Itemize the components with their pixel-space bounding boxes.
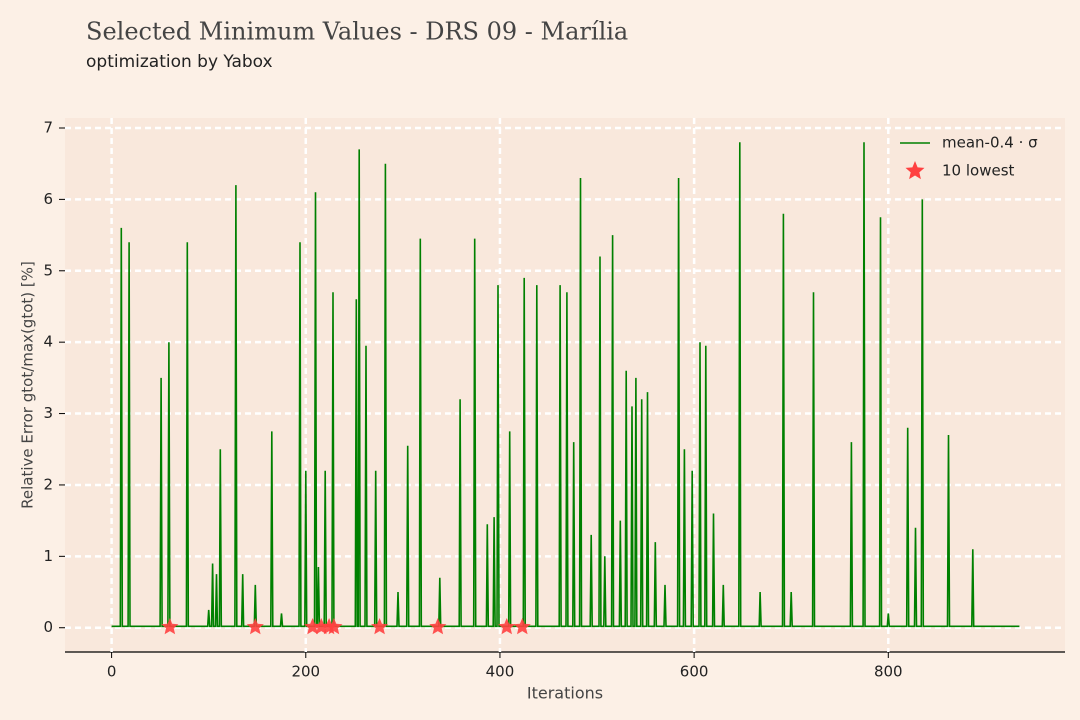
star-marker <box>161 618 179 635</box>
x-tick-label: 0 <box>107 663 117 681</box>
y-tick-label: 6 <box>43 190 53 208</box>
x-axis-label: Iterations <box>527 684 603 703</box>
star-marker <box>246 618 264 635</box>
star-marker <box>371 618 389 635</box>
star-marker <box>325 618 343 635</box>
y-tick-label: 1 <box>43 547 53 565</box>
legend-label: mean-0.4 · σ <box>942 134 1038 152</box>
star-marker <box>304 618 322 635</box>
x-tick-label: 800 <box>874 663 903 681</box>
y-tick-label: 7 <box>43 118 53 136</box>
y-tick-label: 4 <box>43 333 53 351</box>
y-tick-label: 0 <box>43 618 53 636</box>
y-axis-label: Relative Error gtot/max(gtot) [%] <box>19 261 37 509</box>
legend-label: 10 lowest <box>942 162 1015 180</box>
x-tick-label: 600 <box>680 663 709 681</box>
data-line <box>111 142 1020 628</box>
y-tick-label: 5 <box>43 261 53 279</box>
legend-star <box>905 161 925 180</box>
chart-title: Selected Minimum Values - DRS 09 - Maríl… <box>86 18 628 46</box>
y-tick-label: 2 <box>43 475 53 493</box>
y-tick-label: 3 <box>43 404 53 422</box>
star-marker <box>498 618 516 635</box>
plot-area <box>65 118 1065 652</box>
x-tick-label: 400 <box>486 663 515 681</box>
star-marker <box>513 618 531 635</box>
star-marker <box>429 618 447 635</box>
x-tick-label: 200 <box>291 663 320 681</box>
chart-subtitle: optimization by Yabox <box>86 52 273 72</box>
